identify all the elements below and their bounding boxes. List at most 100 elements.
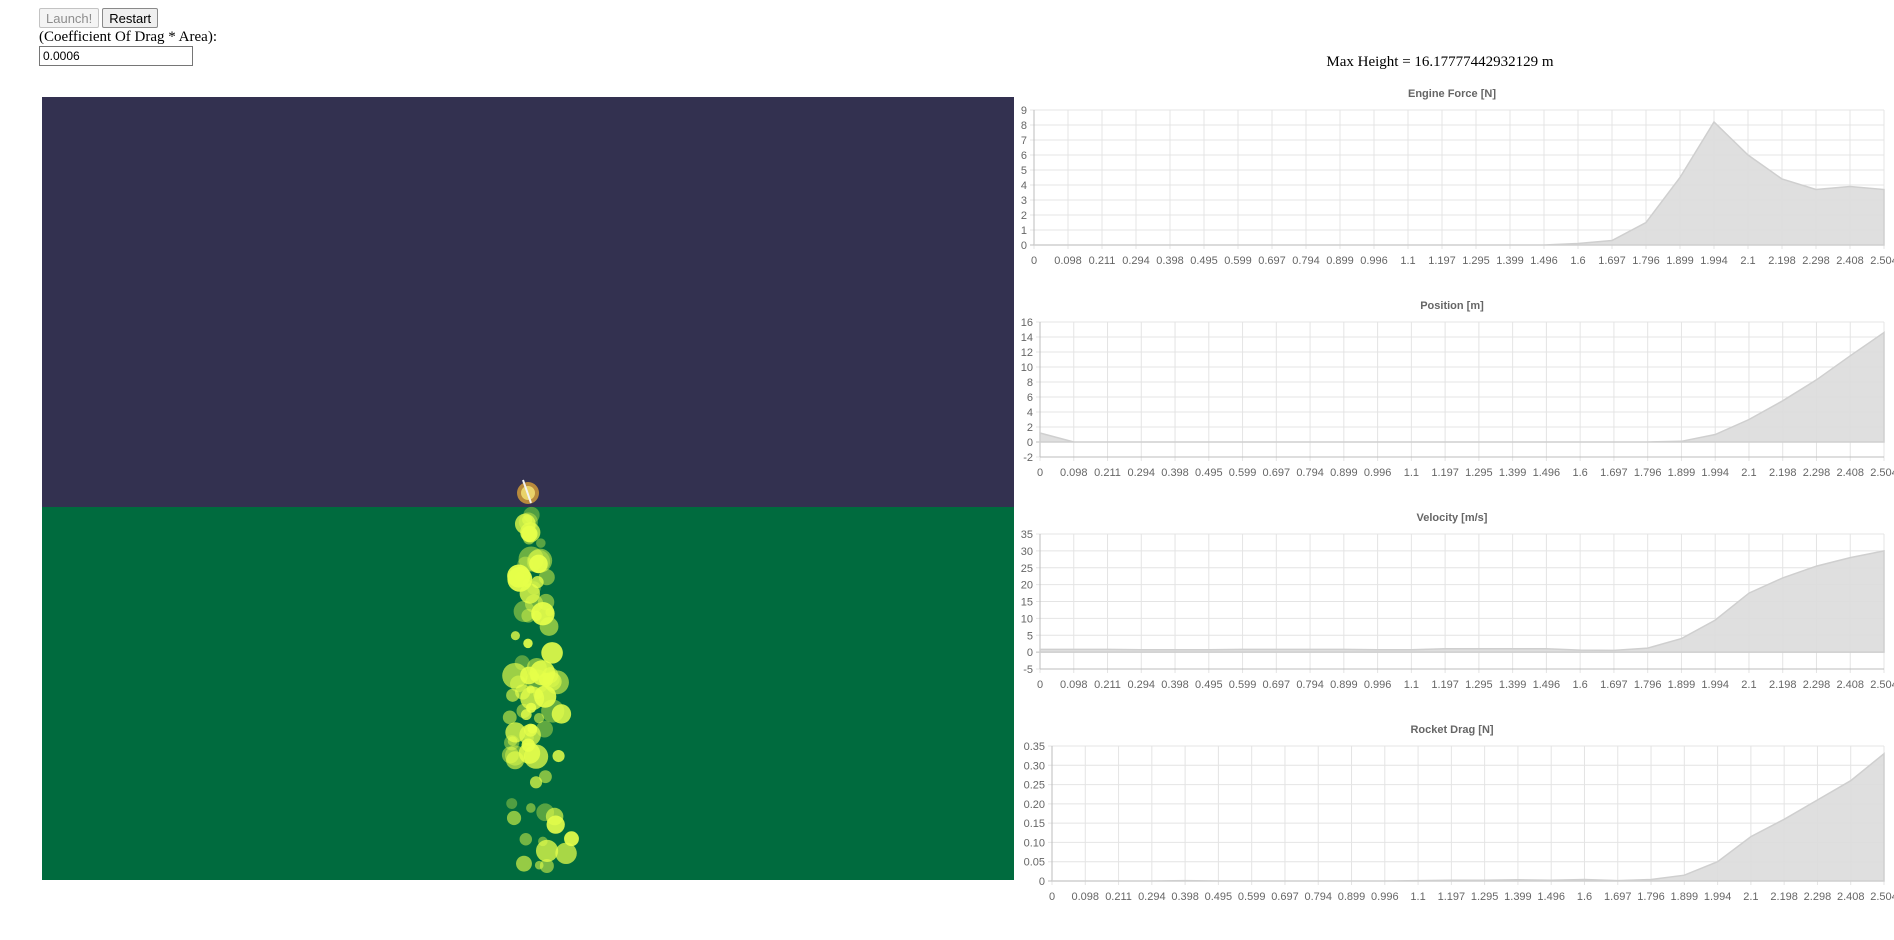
x-tick-label: 1.399: [1499, 467, 1527, 479]
y-tick-label: 0.15: [1024, 818, 1045, 830]
exhaust-particle: [521, 738, 535, 752]
x-tick-label: 2.198: [1769, 679, 1797, 691]
x-tick-label: 1.899: [1671, 891, 1699, 903]
exhaust-particle: [536, 803, 555, 822]
x-tick-label: 2.408: [1836, 255, 1864, 267]
x-tick-label: 0.098: [1072, 891, 1100, 903]
x-tick-label: 2.298: [1803, 679, 1831, 691]
drag-coefficient-label: (Coefficient Of Drag * Area):: [39, 29, 217, 45]
chart-svg: Engine Force [N] 0 0.098 0.211 0.294 0.398 0.4…: [1021, 88, 1894, 267]
exhaust-particle: [513, 600, 536, 623]
x-tick-label: 1.6: [1573, 679, 1588, 691]
x-tick-label: 0: [1049, 891, 1055, 903]
x-tick-label: 1.1: [1404, 467, 1419, 479]
chart-svg: Rocket Drag [N] 0 0.098 0.211 0.294 0.398 0.49…: [1024, 724, 1894, 903]
y-tick-label: 1: [1021, 225, 1027, 237]
exhaust-particle: [516, 703, 531, 719]
y-tick-label: 0.25: [1024, 780, 1045, 792]
y-tick-label: 0.30: [1024, 760, 1045, 772]
x-tick-label: 1.295: [1465, 679, 1493, 691]
x-tick-label: 0.599: [1229, 679, 1257, 691]
y-tick-label: 35: [1021, 529, 1033, 541]
x-tick-label: 0.495: [1190, 255, 1218, 267]
exhaust-particle: [539, 859, 554, 874]
x-tick-label: 2.1: [1741, 467, 1756, 479]
x-tick-label: 0.794: [1296, 467, 1324, 479]
x-tick-label: 0.599: [1238, 891, 1266, 903]
x-tick-label: 1.197: [1431, 467, 1459, 479]
exhaust-particle: [529, 776, 543, 789]
y-tick-label: 0: [1021, 240, 1027, 252]
x-tick-label: 0.495: [1195, 467, 1223, 479]
chart-title: Rocket Drag [N]: [1410, 724, 1493, 736]
x-tick-label: 0.697: [1263, 679, 1291, 691]
x-tick-label: 0.495: [1205, 891, 1233, 903]
x-tick-label: 0.996: [1364, 679, 1392, 691]
exhaust-particle: [535, 839, 559, 863]
exhaust-particle: [506, 798, 518, 810]
x-tick-label: 0.599: [1224, 255, 1252, 267]
rocket-icon: [517, 479, 539, 504]
y-tick-label: 7: [1021, 135, 1027, 147]
x-tick-label: 1.994: [1701, 679, 1729, 691]
restart-button[interactable]: Restart: [102, 8, 159, 28]
y-tick-label: 9: [1021, 105, 1027, 117]
y-tick-label: 20: [1021, 580, 1033, 592]
y-tick-label: 0.10: [1024, 837, 1045, 849]
exhaust-particle: [506, 810, 522, 826]
x-tick-label: 1.295: [1471, 891, 1499, 903]
x-tick-label: 0.697: [1258, 255, 1286, 267]
y-tick-label: 0.20: [1024, 799, 1045, 811]
max-height-readout: Max Height = 16.17777442932129 m: [1326, 54, 1554, 70]
launch-button[interactable]: Launch!: [39, 8, 100, 28]
controls-panel: Launch! Restart (Coefficient Of Drag * Ar…: [39, 8, 217, 66]
x-tick-label: 0.697: [1271, 891, 1299, 903]
y-tick-label: 8: [1021, 120, 1027, 132]
exhaust-particle: [523, 638, 533, 649]
y-tick-label: 0: [1027, 437, 1033, 449]
x-tick-label: 2.198: [1769, 467, 1797, 479]
exhaust-particle: [551, 704, 572, 724]
x-tick-label: 0.294: [1128, 467, 1156, 479]
x-tick-label: 2.1: [1743, 891, 1758, 903]
x-tick-label: 1.796: [1634, 467, 1662, 479]
chart-title: Position [m]: [1420, 300, 1484, 312]
exhaust-particle: [536, 720, 554, 738]
exhaust-particle: [510, 675, 527, 693]
exhaust-particles: [501, 506, 579, 874]
x-tick-label: 0.899: [1330, 679, 1358, 691]
exhaust-particle: [527, 724, 538, 734]
y-tick-label: 0: [1027, 647, 1033, 659]
x-tick-label: 2.504: [1870, 679, 1894, 691]
exhaust-particle: [522, 514, 533, 526]
x-tick-label: 2.1: [1740, 255, 1755, 267]
exhaust-particle: [531, 610, 542, 622]
y-tick-label: 5: [1021, 165, 1027, 177]
drag-coefficient-input[interactable]: [39, 46, 193, 66]
x-tick-label: 1.994: [1701, 467, 1729, 479]
x-tick-label: 2.1: [1741, 679, 1756, 691]
x-tick-label: 1.496: [1533, 467, 1561, 479]
x-tick-label: 2.298: [1802, 255, 1830, 267]
exhaust-particle: [564, 831, 579, 847]
x-tick-label: 1.697: [1600, 467, 1628, 479]
x-tick-label: 2.504: [1870, 255, 1894, 267]
y-tick-label: 25: [1021, 563, 1033, 575]
exhaust-particle: [521, 526, 537, 541]
x-tick-label: 1.197: [1438, 891, 1466, 903]
exhaust-particle: [524, 594, 544, 613]
chart-svg: Velocity [m/s] 0 0.098 0.211 0.294 0.398 0.495…: [1021, 512, 1894, 691]
x-tick-label: 0: [1037, 467, 1043, 479]
rocket-drag-chart: Rocket Drag [N] 0 0.098 0.211 0.294 0.398 0.49…: [1010, 721, 1894, 927]
x-tick-label: 2.298: [1803, 467, 1831, 479]
x-tick-label: 2.408: [1836, 679, 1864, 691]
y-tick-label: 15: [1021, 597, 1033, 609]
exhaust-particle: [502, 710, 517, 725]
x-tick-label: 2.408: [1836, 467, 1864, 479]
y-tick-label: 3: [1021, 195, 1027, 207]
x-tick-label: 1.796: [1634, 679, 1662, 691]
x-tick-label: 0.398: [1161, 467, 1189, 479]
x-tick-label: 0: [1031, 255, 1037, 267]
x-tick-label: 0.294: [1122, 255, 1150, 267]
exhaust-particle: [546, 815, 565, 834]
